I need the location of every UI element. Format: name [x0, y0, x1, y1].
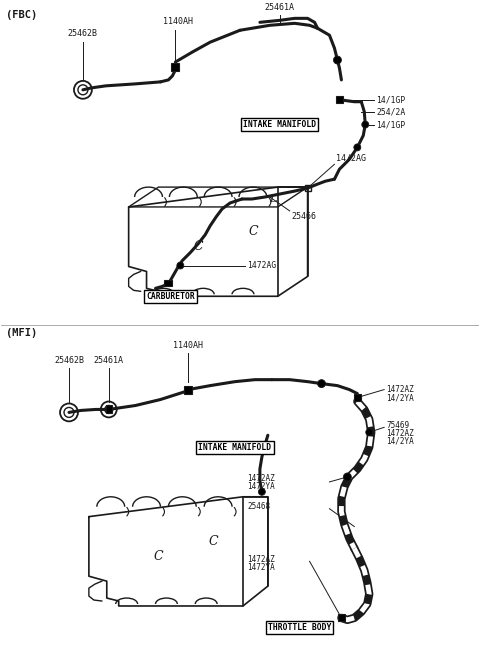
Circle shape	[366, 429, 373, 436]
Text: 1140AH: 1140AH	[173, 341, 204, 350]
Text: 25462B: 25462B	[54, 356, 84, 365]
Text: 25461A: 25461A	[94, 356, 124, 365]
Bar	[184, 386, 192, 394]
Text: 25468: 25468	[247, 502, 270, 511]
Text: 1472YA: 1472YA	[247, 482, 275, 491]
Text: 14/2YA: 14/2YA	[386, 393, 414, 402]
Text: (MFI): (MFI)	[6, 328, 37, 338]
Circle shape	[318, 380, 325, 388]
Text: 1472AZ: 1472AZ	[386, 429, 414, 438]
Text: CARBURETOR: CARBURETOR	[146, 292, 195, 301]
Text: INTAKE MANIFOLD: INTAKE MANIFOLD	[243, 120, 316, 129]
Text: L: L	[269, 194, 276, 204]
Text: 75469: 75469	[386, 421, 409, 430]
Text: 25462B: 25462B	[68, 29, 98, 38]
Text: 25466: 25466	[292, 212, 317, 221]
Bar	[354, 394, 361, 401]
Circle shape	[362, 121, 369, 128]
Bar	[305, 185, 311, 191]
Text: INTAKE MANIFOLD: INTAKE MANIFOLD	[198, 443, 272, 451]
Circle shape	[258, 488, 265, 495]
Text: 14/2YA: 14/2YA	[386, 437, 414, 445]
Circle shape	[354, 144, 361, 151]
Text: 1472AZ: 1472AZ	[386, 385, 414, 394]
Text: 254/2A: 254/2A	[376, 107, 406, 116]
Text: 1472AZ: 1472AZ	[247, 555, 275, 564]
Text: C: C	[208, 535, 218, 548]
Circle shape	[334, 56, 341, 64]
Bar	[338, 614, 345, 622]
Text: 14/2AG: 14/2AG	[336, 153, 366, 162]
Text: THROTTLE BODY: THROTTLE BODY	[268, 623, 331, 632]
Bar	[171, 63, 180, 71]
Text: C: C	[193, 240, 203, 253]
Text: 14/1GP: 14/1GP	[376, 95, 406, 104]
Text: 1140AH: 1140AH	[163, 17, 193, 26]
Text: 1472AZ: 1472AZ	[247, 474, 275, 484]
Text: 1472YA: 1472YA	[247, 563, 275, 572]
Bar	[336, 97, 343, 103]
Circle shape	[343, 473, 351, 481]
Text: (FBC): (FBC)	[6, 11, 37, 20]
Text: 25461A: 25461A	[265, 3, 295, 12]
Bar	[106, 405, 112, 413]
Text: 1472AG: 1472AG	[247, 261, 276, 270]
Text: C: C	[248, 225, 258, 238]
Circle shape	[177, 262, 184, 269]
Text: 14/1GP: 14/1GP	[376, 120, 406, 129]
Bar	[165, 281, 172, 286]
Text: C: C	[154, 550, 163, 563]
